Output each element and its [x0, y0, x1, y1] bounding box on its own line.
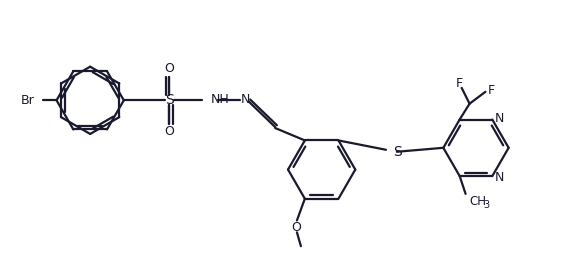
Text: 3: 3: [483, 200, 490, 210]
Text: O: O: [164, 62, 174, 75]
Text: Br: Br: [21, 94, 35, 107]
Text: N: N: [241, 93, 250, 106]
Text: O: O: [164, 125, 174, 139]
Text: F: F: [456, 77, 463, 90]
Text: S: S: [165, 93, 174, 107]
Text: O: O: [291, 221, 301, 234]
Text: N: N: [494, 112, 504, 125]
Text: F: F: [488, 84, 495, 97]
Text: NH: NH: [211, 93, 229, 106]
Text: CH: CH: [469, 195, 486, 208]
Text: N: N: [494, 171, 504, 184]
Text: S: S: [393, 145, 401, 159]
